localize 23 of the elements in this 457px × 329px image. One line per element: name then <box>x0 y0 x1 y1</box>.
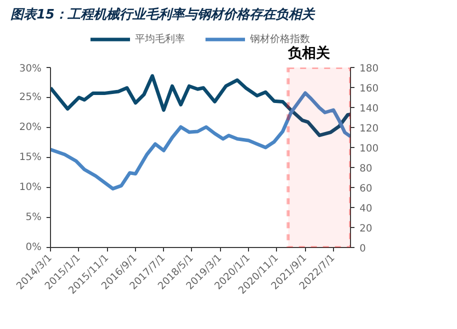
y-tick-label: 0% <box>26 242 42 253</box>
y2-tick-label: 0 <box>360 244 366 254</box>
y2-tick-label: 100 <box>360 144 379 154</box>
y-tick-label: 20% <box>19 122 42 133</box>
y2-tick-label: 40 <box>360 204 372 214</box>
legend-label: 钢材价格指数 <box>250 32 310 46</box>
y-tick-label: 25% <box>19 92 42 103</box>
y2-tick-label: 80 <box>360 164 372 174</box>
y2-tick-label: 180 <box>360 64 379 74</box>
band-label: 负相关 <box>287 44 330 62</box>
line-series <box>50 74 350 138</box>
y2-tick-label: 60 <box>360 184 372 194</box>
y2-tick-label: 120 <box>360 124 379 134</box>
y-tick-label: 30% <box>19 64 42 74</box>
y2-tick-label: 20 <box>360 224 372 234</box>
y-tick-label: 10% <box>19 182 42 193</box>
y-tick-label: 15% <box>19 152 42 163</box>
chart-title: 图表15：工程机械行业毛利率与钢材价格存在负相关 <box>10 6 316 22</box>
legend-label: 平均毛利率 <box>135 32 185 46</box>
y2-tick-label: 140 <box>360 104 379 114</box>
line-series <box>50 91 350 190</box>
y-tick-label: 5% <box>26 212 42 223</box>
y2-tick-label: 160 <box>360 84 379 94</box>
